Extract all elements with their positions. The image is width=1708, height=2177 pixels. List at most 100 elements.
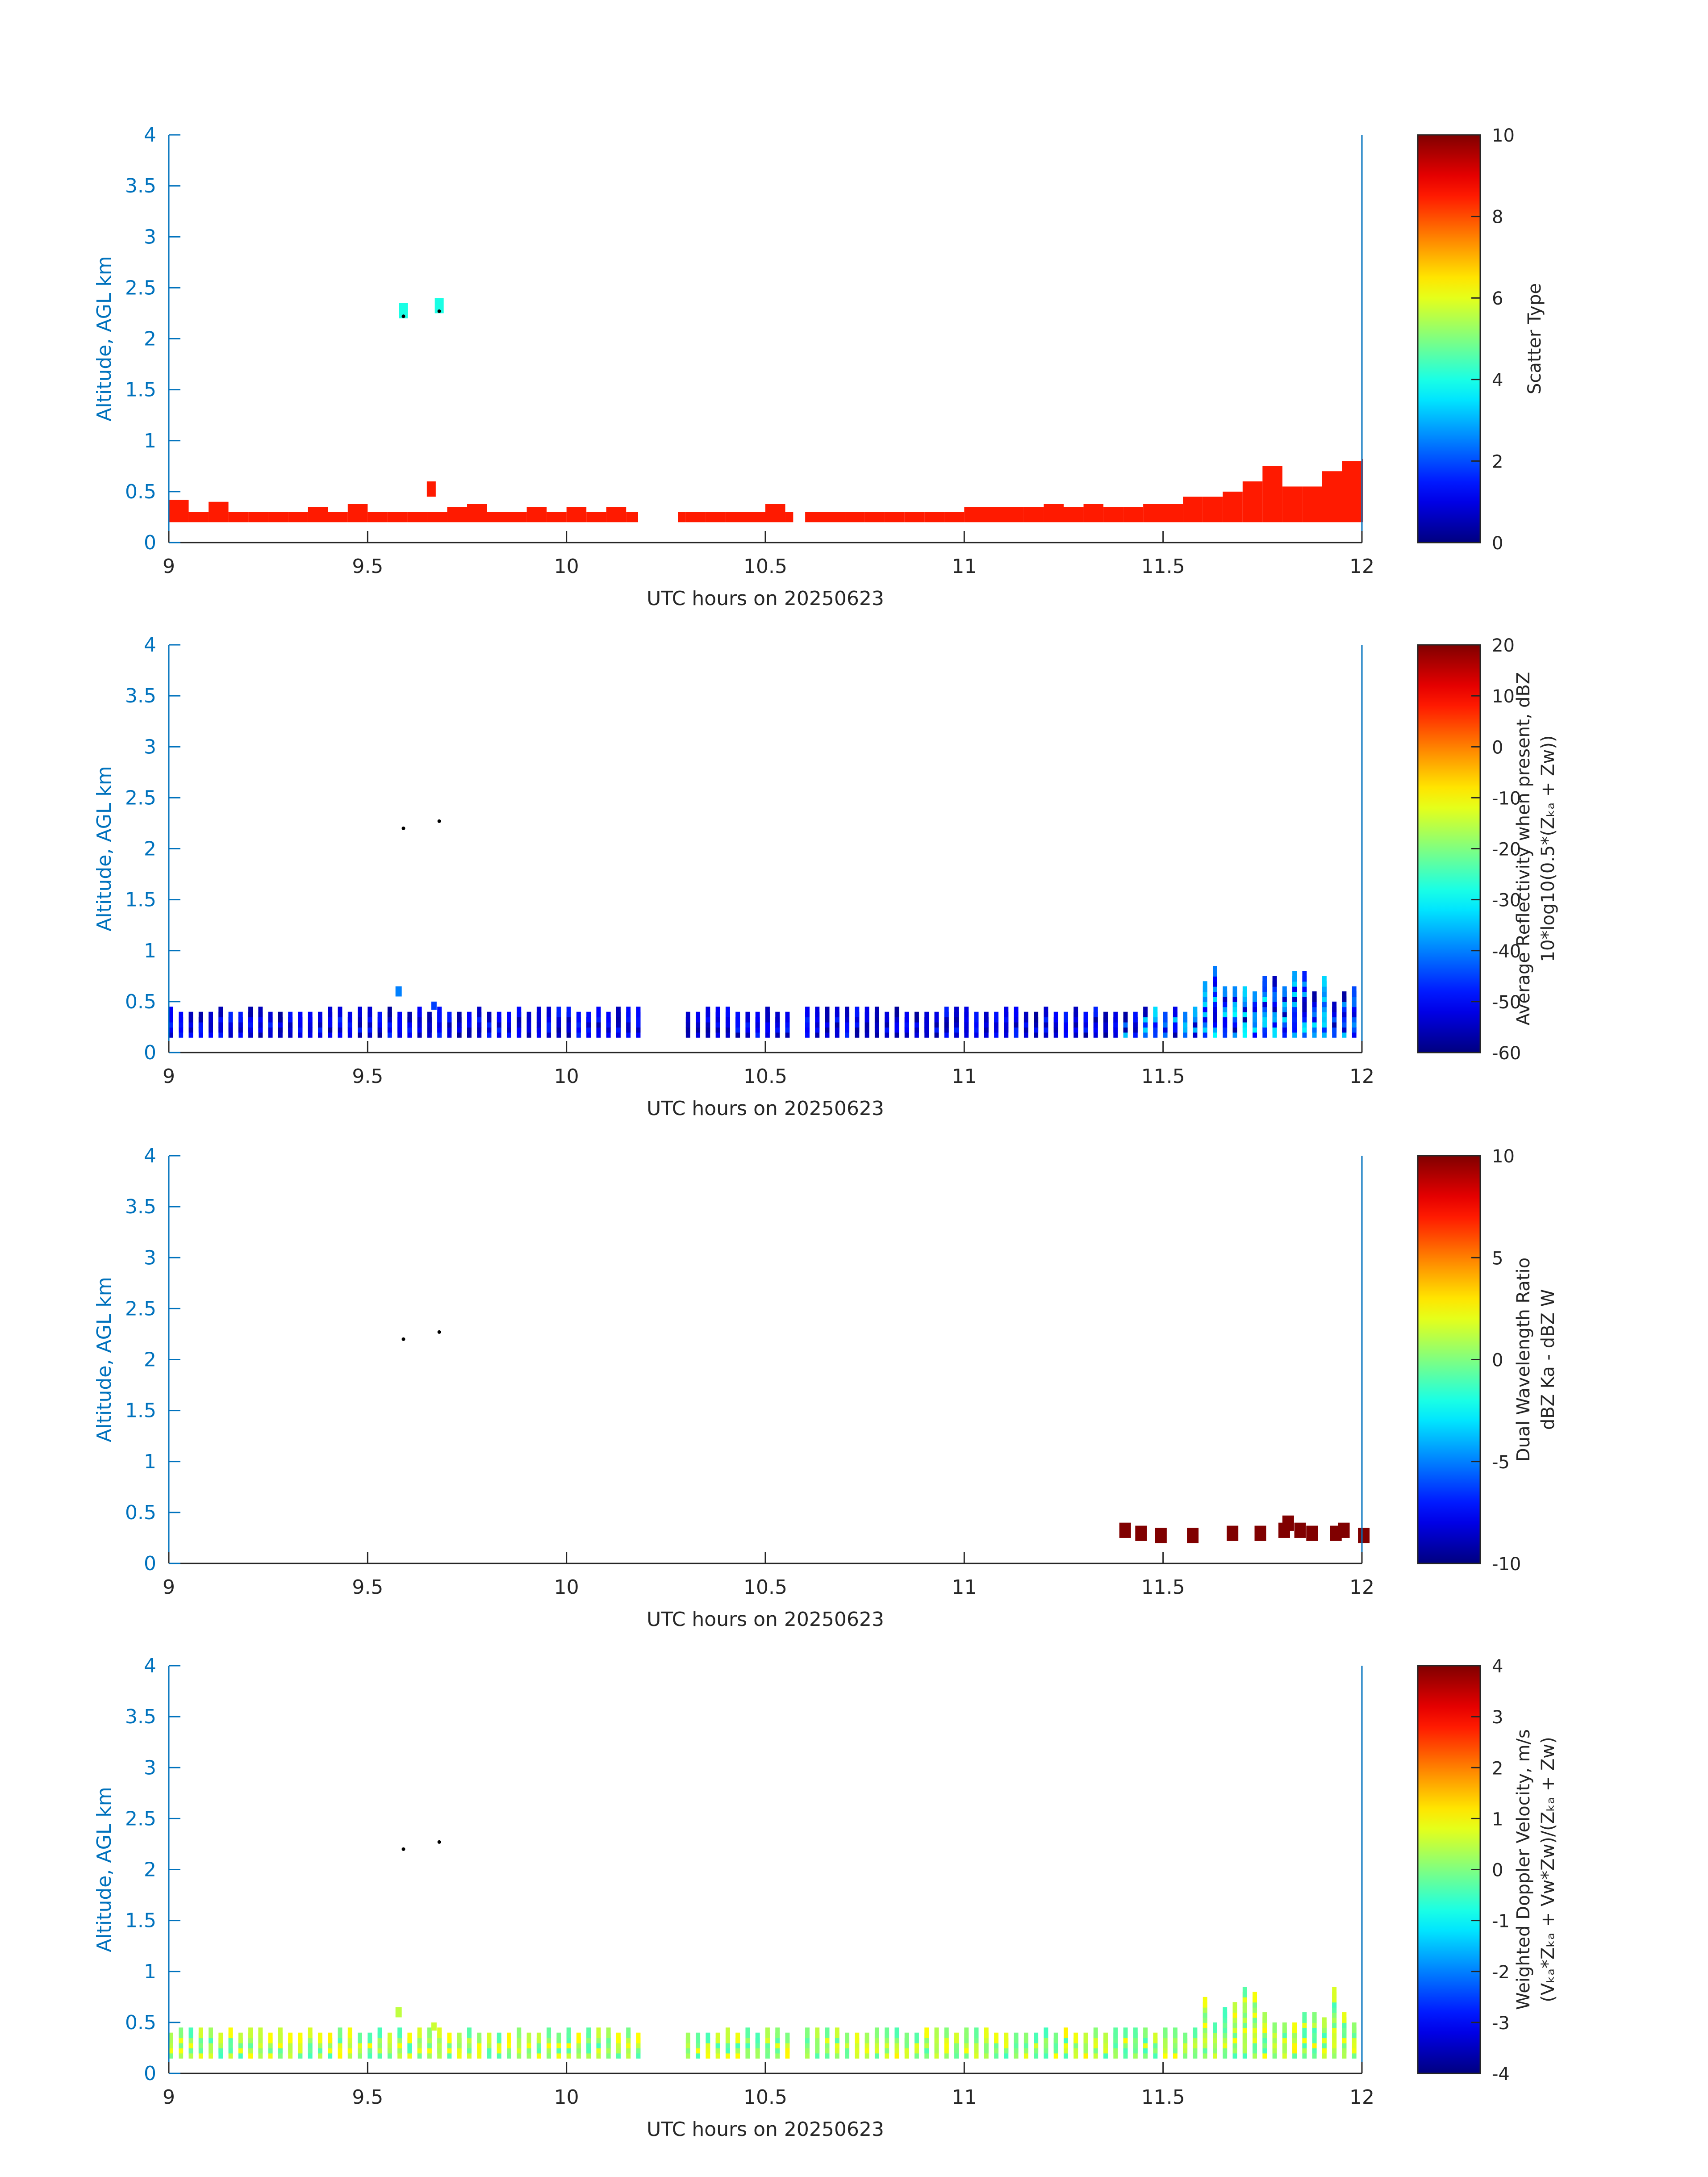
heat-cell	[1014, 2032, 1019, 2043]
plot-area	[169, 135, 1362, 543]
heat-cell	[556, 1007, 561, 1018]
x-tick-label: 9	[163, 555, 175, 578]
heat-cell	[397, 2027, 402, 2039]
heat-cell	[258, 2027, 263, 2039]
heat-cell	[1332, 1986, 1337, 1997]
heat-cell	[636, 2032, 641, 2043]
y-tick-label: 4	[144, 1145, 156, 1167]
layer-cell	[1203, 497, 1223, 522]
colorbar-tick-label: 10	[1492, 686, 1515, 707]
heat-cell	[1242, 1986, 1247, 1997]
x-tick-label: 11.5	[1141, 1576, 1185, 1599]
layer-cell	[586, 512, 606, 522]
heat-cell	[1103, 2032, 1108, 2043]
heat-cell	[397, 1011, 402, 1023]
heat-cell	[616, 2032, 621, 2043]
heat-cell	[1044, 1007, 1048, 1018]
heat-cell	[526, 1011, 531, 1023]
colorbar-tick-label: 2	[1492, 1758, 1503, 1779]
layer-cell	[1123, 507, 1144, 522]
heat-cell	[765, 1007, 770, 1018]
heat-cell	[268, 1011, 273, 1023]
heat-cell	[298, 2032, 303, 2043]
colorbar-tick-label: -60	[1492, 1043, 1521, 1064]
heat-cell	[934, 2027, 939, 2039]
layer-cell	[1143, 504, 1163, 522]
heat-cell	[298, 1011, 303, 1023]
layer-cell	[1044, 504, 1064, 522]
y-tick-label: 3.5	[125, 685, 156, 707]
heat-cell	[815, 1007, 820, 1018]
heat-cell	[1352, 986, 1357, 997]
y-tick-label: 1.5	[125, 1400, 156, 1422]
heat-cell	[487, 1011, 492, 1023]
heat-cell	[1332, 1001, 1337, 1012]
layer-cell	[566, 507, 587, 522]
heat-cell	[188, 1011, 193, 1023]
heat-cell	[407, 2032, 412, 2043]
layer-cell	[447, 507, 467, 522]
colorbar-tick-label: -10	[1492, 788, 1521, 809]
heat-cell	[1253, 1992, 1257, 2003]
heat-cell	[606, 1011, 611, 1023]
x-tick-label: 9.5	[352, 1065, 383, 1088]
layer-cell	[1103, 507, 1123, 522]
x-tick-label: 11.5	[1141, 1065, 1185, 1088]
x-axis-label: UTC hours on 20250623	[647, 587, 884, 610]
heat-cell	[547, 1007, 551, 1018]
heat-cell	[467, 1011, 472, 1023]
colorbar-label: 10*log10(0.5*(Zₖₐ + Zᴡ))	[1538, 735, 1558, 962]
heat-cell	[1213, 965, 1217, 977]
y-tick-label: 0	[144, 1041, 156, 1064]
heat-cell	[169, 1007, 173, 1018]
layer-cell	[825, 512, 845, 522]
data-cells	[169, 298, 1363, 533]
x-tick-label: 11	[952, 555, 977, 578]
colorbar-label: Scatter Type	[1524, 283, 1545, 394]
heat-cell	[735, 1011, 740, 1023]
heat-cell	[1322, 2017, 1327, 2028]
x-tick-label: 10.5	[743, 1576, 787, 1599]
x-tick-label: 9	[163, 2086, 175, 2109]
heat-cell	[1073, 2032, 1078, 2043]
y-axis-label: Altitude, AGL km	[93, 1787, 116, 1952]
layer-cell	[467, 504, 487, 522]
heat-cell	[536, 1007, 541, 1018]
colorbar-tick-label: 20	[1492, 635, 1515, 656]
x-axis-label: UTC hours on 20250623	[647, 1608, 884, 1631]
heat-cell	[347, 1011, 352, 1023]
heat-cell	[338, 1007, 342, 1018]
layer-cell	[706, 512, 726, 522]
heat-cell	[1242, 986, 1247, 997]
marker-point	[401, 1337, 405, 1341]
y-tick-label: 3.5	[125, 1195, 156, 1218]
heat-cell	[755, 2032, 760, 2043]
heat-cell	[596, 1007, 601, 1018]
heat-cell	[825, 1007, 830, 1018]
heat-cell	[1213, 2022, 1217, 2033]
heat-cell	[1153, 1007, 1158, 1018]
layer-cell	[1183, 497, 1203, 522]
heat-cell	[367, 2032, 372, 2043]
heat-cell	[1133, 2027, 1138, 2039]
heat-cell	[954, 1007, 959, 1018]
y-tick-label: 2	[144, 1859, 156, 1881]
heat-cell	[904, 1011, 909, 1023]
x-tick-label: 11	[952, 2086, 977, 2109]
x-tick-label: 11.5	[1141, 2086, 1185, 2109]
heat-cell	[904, 2032, 909, 2043]
plot-area	[169, 645, 1362, 1053]
heat-cell	[745, 2027, 750, 2039]
y-tick-label: 1	[144, 1960, 156, 1983]
y-axis-label: Altitude, AGL km	[93, 766, 116, 931]
heat-cell	[805, 2027, 810, 2039]
colorbar-tick-label: -20	[1492, 840, 1521, 860]
layer-cell	[347, 504, 368, 522]
heat-cell	[576, 2032, 581, 2043]
heat-cell	[964, 1007, 969, 1018]
y-tick-label: 2.5	[125, 786, 156, 809]
heat-cell	[536, 2032, 541, 2043]
y-tick-label: 2	[144, 328, 156, 351]
